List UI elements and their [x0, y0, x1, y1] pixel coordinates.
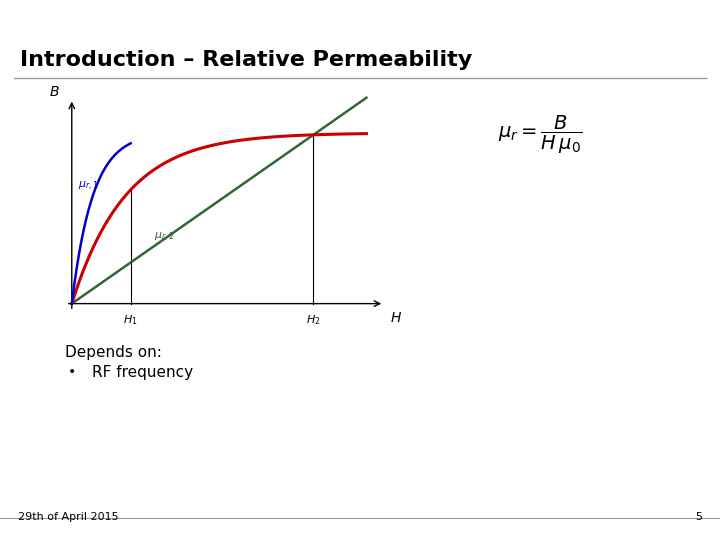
Text: Introduction – Relative Permeability: Introduction – Relative Permeability [20, 50, 472, 70]
Text: $H_2$: $H_2$ [306, 313, 320, 327]
Text: $\mu_{r,1}$: $\mu_{r,1}$ [78, 179, 99, 193]
Text: $\mu_r = \dfrac{B}{H \, \mu_0}$: $\mu_r = \dfrac{B}{H \, \mu_0}$ [498, 114, 582, 156]
Text: $\mu_{r,2}$: $\mu_{r,2}$ [154, 231, 175, 244]
Text: •: • [68, 365, 76, 379]
Text: $B$: $B$ [49, 85, 60, 99]
Text: 29th of April 2015: 29th of April 2015 [18, 512, 119, 522]
Text: RF frequency: RF frequency [92, 365, 193, 380]
Text: $H_1$: $H_1$ [123, 313, 138, 327]
Text: 5: 5 [695, 512, 702, 522]
Text: $H$: $H$ [390, 311, 402, 325]
Text: Depends on:: Depends on: [65, 345, 162, 360]
